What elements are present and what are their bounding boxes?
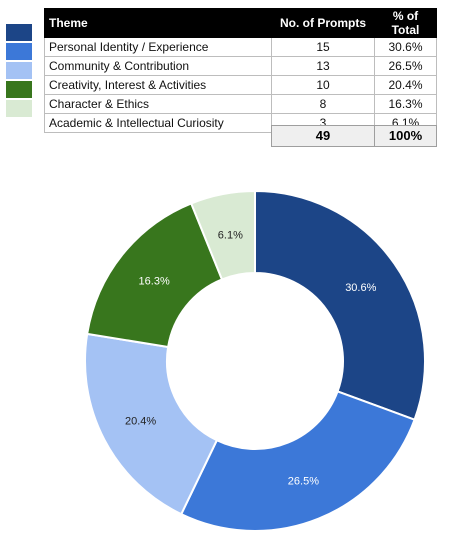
slice-label: 26.5% [288, 476, 319, 488]
swatch-personal-identity [6, 24, 32, 41]
slice-label: 20.4% [125, 416, 156, 428]
header-theme: Theme [44, 8, 272, 38]
table-row: Character & Ethics 8 16.3% [44, 94, 437, 114]
count-cell: 15 [271, 37, 375, 57]
legend-swatches [6, 24, 32, 119]
total-percent: 100% [388, 128, 423, 143]
table-row: Creativity, Interest & Activities 10 20.… [44, 75, 437, 95]
theme-cell: Personal Identity / Experience [44, 37, 272, 57]
slice-label: 16.3% [139, 276, 170, 288]
theme-cell: Character & Ethics [44, 94, 272, 114]
total-count: 49 [272, 126, 375, 146]
table-row: Personal Identity / Experience 15 30.6% [44, 37, 437, 57]
slice-academic [189, 189, 256, 281]
theme-cell: Community & Contribution [44, 56, 272, 76]
swatch-academic [6, 100, 32, 117]
theme-cell: Creativity, Interest & Activities [44, 75, 272, 95]
header-percent: % of Total [374, 8, 437, 38]
donut-chart: 30.6% 26.5% 20.4% 16.3% 6.1% [84, 189, 426, 532]
slice-community [179, 390, 416, 532]
percent-cell: 26.5% [374, 56, 437, 76]
slice-label: 6.1% [218, 229, 243, 241]
swatch-creativity [6, 62, 32, 79]
percent-cell: 16.3% [374, 94, 437, 114]
count-cell: 13 [271, 56, 375, 76]
count-cell: 10 [271, 75, 375, 95]
slice-creativity [84, 332, 219, 516]
totals-row: 49 100% [271, 125, 437, 147]
header-count: No. of Prompts [271, 8, 375, 38]
theme-table: Theme No. of Prompts % of Total Personal… [44, 8, 437, 133]
table-row: Community & Contribution 13 26.5% [44, 56, 437, 76]
slice-character [86, 202, 224, 349]
theme-cell: Academic & Intellectual Curiosity [44, 113, 272, 133]
slice-label: 30.6% [345, 282, 376, 294]
percent-cell: 30.6% [374, 37, 437, 57]
swatch-community [6, 43, 32, 60]
table-header-row: Theme No. of Prompts % of Total [44, 8, 437, 38]
swatch-character [6, 81, 32, 98]
slice-personal-identity [254, 189, 426, 421]
count-cell: 8 [271, 94, 375, 114]
percent-cell: 20.4% [374, 75, 437, 95]
